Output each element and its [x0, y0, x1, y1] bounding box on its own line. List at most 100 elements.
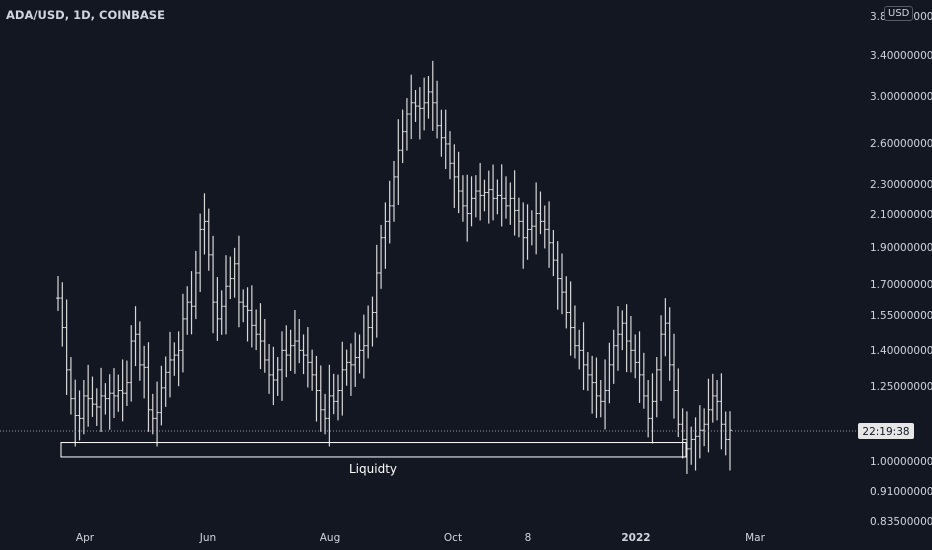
countdown-text: 22:19:38 [862, 426, 909, 438]
ohlc-bar [94, 388, 99, 426]
ohlc-bar [374, 244, 379, 338]
ohlc-bar [155, 381, 160, 447]
ohlc-bar [366, 305, 371, 359]
ohlc-bar [103, 383, 108, 415]
ohlc-bar [185, 286, 190, 335]
y-tick-label: 0.91000000 [870, 486, 932, 498]
ohlc-bar [637, 331, 642, 403]
ohlc-bar [280, 331, 284, 401]
ohlc-bar [73, 379, 78, 447]
ohlc-bar [560, 253, 564, 315]
ohlc-bar [383, 202, 388, 269]
ohlc-bar [142, 345, 147, 399]
ohlc-bar [654, 357, 659, 418]
ohlc-bar [417, 87, 422, 140]
ohlc-bar [598, 380, 603, 418]
ohlc-bar [150, 393, 155, 435]
ohlc-bar [577, 329, 582, 370]
price-axis[interactable]: 3.800000003.400000003.000000002.60000000… [870, 11, 932, 528]
ohlc-bar [680, 408, 685, 459]
ohlc-bar [572, 305, 577, 359]
y-tick-label: 1.70000000 [870, 279, 932, 291]
ohlc-bar [542, 205, 547, 249]
ohlc-bar [663, 298, 668, 357]
ohlc-bar [594, 357, 599, 418]
x-tick-label: Apr [76, 532, 95, 544]
ohlc-bar [529, 210, 534, 246]
ohlc-bar [473, 175, 478, 218]
ohlc-bar [193, 250, 198, 320]
ohlc-bar [512, 170, 517, 236]
ohlc-bar [482, 179, 487, 212]
ohlc-bar [107, 374, 112, 430]
ohlc-bar [56, 276, 60, 311]
ohlc-bar [68, 357, 73, 415]
ohlc-bar [697, 405, 702, 459]
y-tick-label: 0.83500000 [870, 516, 932, 528]
y-tick-label: 1.00000000 [870, 456, 932, 468]
ohlc-bar [189, 271, 194, 335]
y-tick-label: 1.55000000 [870, 310, 932, 322]
ohlc-bar [422, 77, 427, 131]
y-tick-label: 1.40000000 [870, 345, 932, 357]
liquidity-label: Liquidty [349, 462, 397, 476]
y-tick-label: 3.40000000 [870, 50, 932, 62]
ohlc-bar [137, 321, 142, 381]
ohlc-bar [292, 309, 297, 374]
ohlc-bar [611, 329, 616, 384]
ohlc-bar [715, 380, 720, 421]
ohlc-bar [538, 191, 543, 235]
ohlc-bar [452, 144, 457, 208]
x-tick-label: Jun [199, 532, 216, 544]
ohlc-bar [564, 276, 569, 329]
ohlc-bar [650, 373, 655, 444]
ohlc-bar [124, 360, 129, 406]
ohlc-bar [491, 164, 496, 221]
x-tick-label: Oct [444, 532, 462, 544]
y-tick-label: 1.90000000 [870, 242, 932, 254]
ohlc-bar [525, 204, 530, 260]
ohlc-bar [435, 80, 440, 139]
ohlc-bar [534, 182, 539, 255]
ohlc-bar [620, 310, 625, 351]
ohlc-bar [340, 341, 345, 416]
ohlc-bar [336, 374, 340, 421]
currency-badge[interactable]: USD [884, 6, 914, 21]
ohlc-bar [448, 131, 452, 180]
ohlc-bar [439, 109, 444, 157]
ohlc-bar [392, 160, 396, 222]
ohlc-bar [667, 307, 672, 381]
ohlc-bar [331, 373, 336, 415]
ohlc-bar [271, 346, 276, 406]
ohlc-bar [297, 319, 302, 364]
ohlc-bar [486, 170, 491, 224]
time-axis[interactable]: Apr Jun Aug Oct 8 2022 Mar [76, 532, 766, 544]
ohlc-bar [180, 293, 185, 373]
ohlc-bar [728, 411, 732, 471]
ohlc-bar [624, 304, 629, 373]
symbol-title[interactable]: ADA/USD, 1D, COINBASE [6, 8, 165, 22]
ohlc-bar [202, 193, 207, 255]
ohlc-bar [348, 343, 353, 396]
ohlc-bar [245, 287, 250, 342]
ohlc-bar [616, 306, 620, 371]
ohlc-bar [706, 378, 711, 453]
x-tick-label: 2022 [621, 532, 650, 544]
ohlc-bar [206, 208, 211, 271]
ohlc-bar [465, 174, 470, 242]
ohlc-bar [241, 289, 246, 323]
ohlc-bar [99, 367, 104, 433]
ohlc-bar [693, 417, 698, 471]
ohlc-bar [443, 109, 448, 170]
ohlc-bar [219, 290, 224, 335]
countdown-price-tag: 22:19:38 [858, 423, 914, 439]
ohlc-bar [590, 355, 595, 414]
ohlc-bar [267, 344, 272, 394]
ohlc-bar [607, 342, 612, 404]
ohlc-bar [684, 411, 689, 474]
ohlc-bar [585, 352, 590, 391]
y-tick-label: 2.60000000 [870, 138, 932, 150]
ohlc-bar [236, 235, 241, 328]
y-tick-label: 2.10000000 [870, 209, 932, 221]
